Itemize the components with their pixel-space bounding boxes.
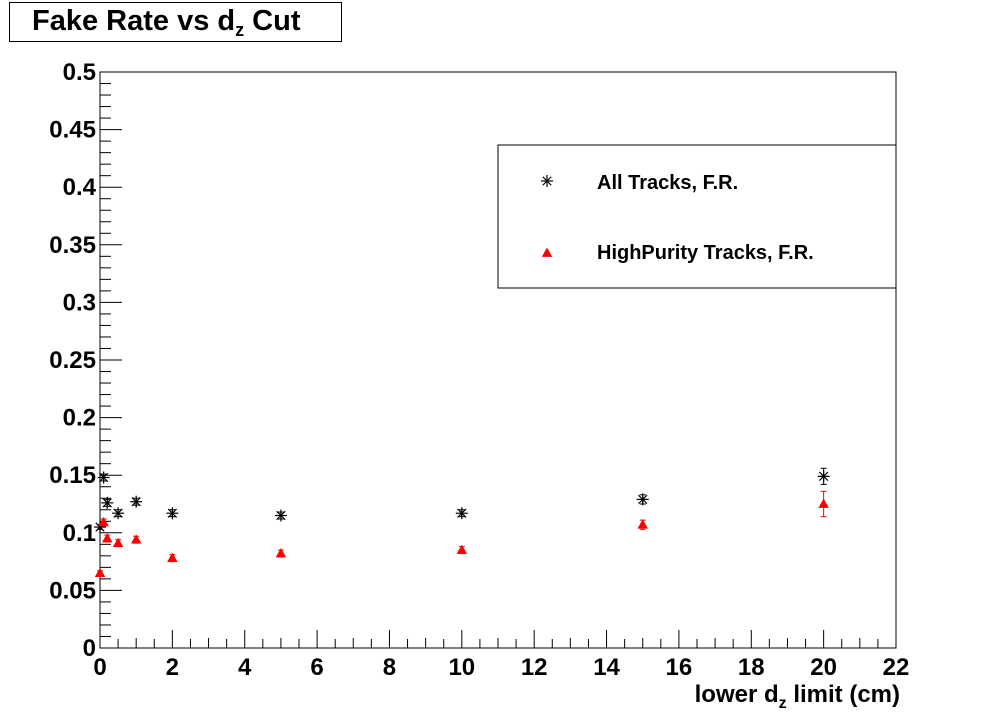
data-point-all-tracks [97,471,110,484]
data-point-all-tracks [101,496,114,509]
chart-title: Fake Rate vs dz Cut [32,5,301,40]
axis-ticks [99,71,897,649]
data-point-highpurity [456,544,468,554]
data-point-all-tracks [817,470,830,483]
legend-box [497,144,897,289]
x-tick-label: 12 [521,654,548,681]
data-point-highpurity [275,548,287,558]
legend-asterisk-icon [541,175,553,187]
tick-labels: 0 2 4 6 8 10 12 14 16 18 20 22 0 0.05 0.1 0.15 0.2 0.25 0.… [49,59,909,681]
x-tick-label: 16 [666,654,693,681]
y-tick-label: 0.15 [49,462,96,489]
data-point-all-tracks [274,509,287,522]
x-tick-label: 20 [810,654,837,681]
data-point-highpurity [102,533,113,543]
data-point-highpurity [98,516,109,527]
data-point-highpurity [637,519,648,529]
legend-label-highpurity: HighPurity Tracks, F.R. [597,242,814,264]
x-tick-label: 18 [738,654,765,681]
y-tick-label: 0.5 [63,59,96,86]
y-tick-label: 0.45 [49,117,96,144]
y-tick-label: 0.4 [63,174,97,201]
y-tick-label: 0.35 [49,232,96,259]
x-tick-label: 0 [93,654,106,681]
y-tick-label: 0.3 [63,289,96,316]
legend-label-all-tracks: All Tracks, F.R. [597,172,738,194]
data-point-all-tracks [455,507,468,520]
legend: All Tracks, F.R. HighPurity Tracks, F.R. [497,144,897,289]
y-tick-label: 0.2 [63,405,96,432]
data-point-highpurity [112,537,124,548]
x-tick-label: 4 [238,654,252,681]
legend-triangle-icon [541,247,553,257]
y-tick-label: 0.1 [63,520,96,547]
x-tick-label: 2 [166,654,179,681]
x-tick-label: 10 [448,654,475,681]
data-point-highpurity [130,534,142,544]
title-box: Fake Rate vs dz Cut [9,2,342,42]
y-tick-label: 0.05 [49,577,96,604]
data-point-all-tracks [166,507,179,520]
x-tick-label: 14 [593,654,620,681]
data-markers [94,467,830,577]
y-tick-label: 0 [83,635,96,662]
data-point-highpurity [818,498,829,508]
data-point-all-tracks [130,495,143,508]
y-tick-label: 0.25 [49,347,96,374]
data-point-all-tracks [636,493,649,506]
data-point-highpurity [167,552,178,562]
x-tick-label: 22 [883,654,910,681]
data-point-all-tracks [112,507,125,520]
legend-marker-highpurity [541,247,553,257]
x-axis-label: lower dz limit (cm) [695,681,900,712]
legend-marker-all-tracks [541,175,553,187]
x-tick-label: 8 [383,654,396,681]
data-point-highpurity [94,567,106,577]
x-tick-label: 6 [310,654,323,681]
